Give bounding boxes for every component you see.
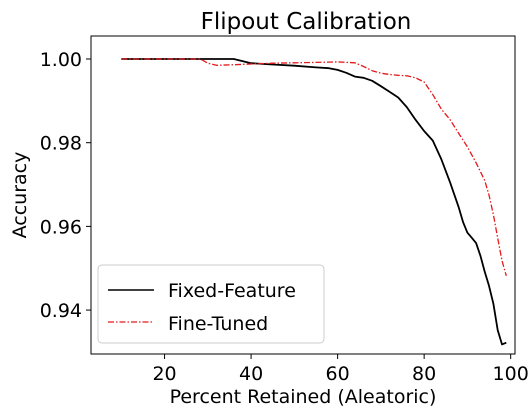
y-axis: 0.94 0.96 0.98 1.00 xyxy=(40,49,91,322)
plot-frame xyxy=(90,35,516,355)
series-layer xyxy=(121,58,507,346)
x-tick-label: 100 xyxy=(493,363,529,385)
y-tick-label: 0.94 xyxy=(40,300,82,322)
x-axis: 20 40 60 80 100 xyxy=(152,354,529,385)
legend-label-fixed-feature: Fixed-Feature xyxy=(168,280,296,302)
x-tick-label: 80 xyxy=(412,363,436,385)
chart-title: Flipout Calibration xyxy=(201,9,412,35)
legend-box xyxy=(97,264,325,344)
x-tick-label: 20 xyxy=(152,363,176,385)
y-tick-label: 0.98 xyxy=(40,133,82,155)
legend: Fixed-Feature Fine-Tuned xyxy=(97,264,325,344)
legend-label-fine-tuned: Fine-Tuned xyxy=(168,313,268,335)
y-tick-label: 0.96 xyxy=(40,216,82,238)
series-line-fixed-feature xyxy=(121,58,507,346)
x-tick-label: 40 xyxy=(239,363,263,385)
x-axis-label: Percent Retained (Aleatoric) xyxy=(170,386,437,408)
y-tick-label: 1.00 xyxy=(40,49,82,71)
y-axis-label: Accuracy xyxy=(9,152,31,239)
x-tick-label: 60 xyxy=(326,363,350,385)
series-line-fine-tuned xyxy=(121,58,507,276)
